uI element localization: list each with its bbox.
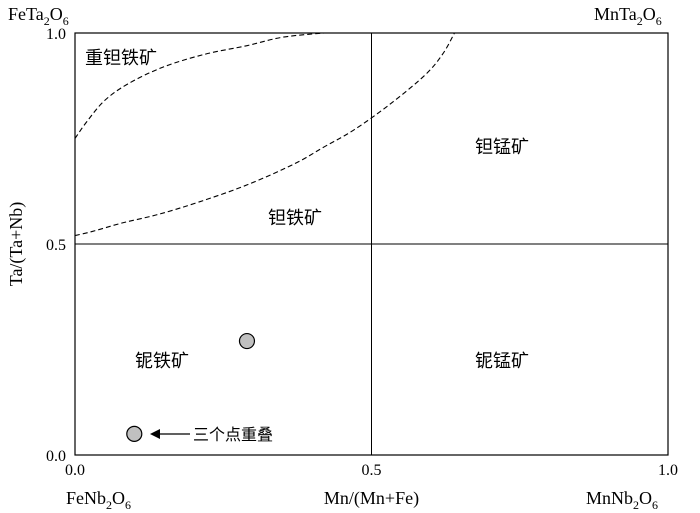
field-label-heavy-tantalite: 重钽铁矿 — [85, 48, 157, 69]
x-tick-label: 0.0 — [65, 462, 85, 479]
field-label-manganotantalite: 钽锰矿 — [475, 137, 529, 158]
annotation-text: 三个点重叠 — [193, 425, 273, 444]
y-tick-label: 1.0 — [46, 26, 66, 43]
data-points — [126, 332, 256, 442]
y-tick-label: 0.0 — [46, 448, 66, 465]
boundary-curves — [74, 32, 455, 237]
field-label-manganocolumbite: 铌锰矿 — [475, 351, 529, 372]
field-label-ferrotantalite: 钽铁矿 — [268, 208, 322, 229]
corner-label-top-right: MnTa2O6 — [594, 4, 662, 28]
corner-label-bottom-left: FeNb2O6 — [66, 488, 131, 512]
annotation-arrow-head — [150, 429, 160, 439]
boundary-curve-2 — [74, 32, 325, 139]
corner-label-bottom-right: MnNb2O6 — [586, 488, 658, 512]
x-tick-label: 1.0 — [658, 462, 678, 479]
x-tick-label: 0.5 — [362, 462, 382, 479]
boundary-curve-1 — [74, 32, 455, 237]
x-axis-title: Mn/(Mn+Fe) — [324, 488, 419, 509]
data-point — [238, 332, 256, 350]
y-tick-label: 0.5 — [46, 237, 66, 254]
field-label-ferrocolumbite: 铌铁矿 — [135, 351, 189, 372]
data-point — [126, 425, 143, 442]
corner-label-top-left: FeTa2O6 — [8, 4, 69, 28]
y-axis-title: Ta/(Ta+Nb) — [6, 202, 27, 287]
